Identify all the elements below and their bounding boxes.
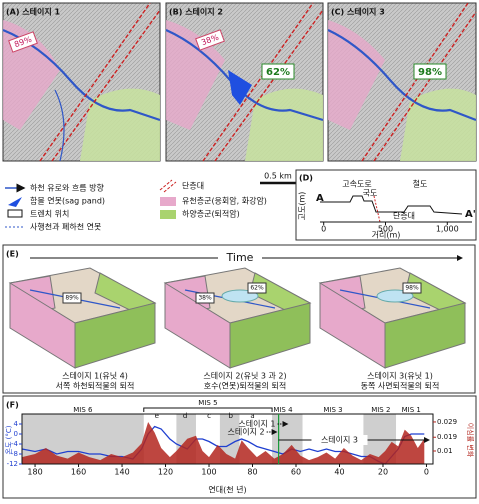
x-tick-label: 120 — [158, 468, 173, 477]
mis-sub-label: c — [207, 412, 211, 420]
mis-sub-label: e — [155, 412, 159, 420]
x-tick-label: 60 — [291, 468, 301, 477]
x-tick-label: 500 — [378, 225, 393, 234]
axis-title: 거리(m) — [372, 231, 401, 240]
profile-annotation: 단층대 — [393, 211, 415, 221]
legend-text: 함몰 연못(sag pand) — [30, 197, 105, 206]
mis5-bracket — [143, 407, 273, 412]
stage-label: 스테이지 3 — [321, 435, 358, 445]
percent-label: 62% — [266, 67, 290, 78]
y-tick-label: 0 — [14, 430, 18, 438]
block-caption: 호수(연못)퇴적물의 퇴적 — [204, 381, 286, 391]
block-caption: 스테이지 1(유닛 4) — [62, 371, 128, 381]
stage-label-bg — [311, 435, 368, 445]
x-tick-label: 0 — [424, 468, 429, 477]
map-a: (A) 스테이지 1 89% — [2, 2, 161, 162]
profile-end: A' — [465, 209, 476, 220]
stage-label: 스테이지 1 — [238, 419, 275, 429]
x-axis-title: 연대(천 년) — [208, 485, 246, 495]
y2-tick-label: 0.029 — [437, 418, 457, 426]
legend-text: 유천층군(응회암, 화강암) — [182, 196, 267, 206]
block-caption: 스테이지 3(유닛 1) — [367, 371, 433, 381]
map-b: (B) 스테이지 2 38% 62% — [165, 2, 324, 162]
legend: 하천 유로와 흐름 방향 함몰 연못(sag pand) 트렌치 위치 사행천과… — [5, 172, 296, 232]
y2-tick-label: 0.019 — [437, 433, 457, 441]
panel-label: (A) 스테이지 1 — [6, 7, 61, 17]
climate-panel: (F) MIS 6 MIS 4 MIS 3 MIS 2 MIS 1 MIS 5 e d c b a 1… — [2, 395, 477, 499]
block-side — [74, 302, 156, 369]
y-axis-title: 온도 (°C) — [5, 425, 13, 454]
mis-label: MIS 5 — [198, 399, 217, 407]
x-tick-label: 180 — [27, 468, 42, 477]
mis-label: MIS 3 — [323, 406, 342, 414]
x-tick-label: 160 — [71, 468, 86, 477]
y-tick-label: -12 — [7, 460, 18, 468]
scale-bar-label: 0.5 km — [264, 172, 292, 181]
block-side — [384, 302, 466, 369]
legend-text: 단층대 — [182, 181, 204, 191]
mis-label: MIS 2 — [371, 406, 390, 414]
y2-tick-label: 0.01 — [437, 447, 453, 455]
x-tick-label: 1,000 — [436, 225, 459, 234]
legend-text: 사행천과 폐하천 연못 — [30, 222, 101, 232]
profile-end: A — [316, 193, 324, 204]
y-tick-label: -8 — [11, 450, 18, 458]
map-c: (C) 스테이지 3 98% — [327, 2, 477, 162]
profile-panel: (D) 고도(m) A A' 고속도로 국도 철도 단층대 거리(m) 0 500… — [295, 169, 477, 241]
x-tick-label: 80 — [247, 468, 257, 477]
panel-label: (D) — [299, 174, 313, 183]
y-tick-label: -4 — [11, 440, 19, 448]
block-caption: 동쪽 사면퇴적물의 퇴적 — [361, 381, 440, 391]
panel-label: (C) 스테이지 3 — [331, 7, 385, 17]
percent-label: 98% — [405, 285, 419, 292]
mis-sub-label: b — [229, 412, 234, 420]
percent-label: 98% — [418, 67, 442, 78]
mis-label: MIS 1 — [402, 406, 421, 414]
x-tick-label: 140 — [114, 468, 129, 477]
mis-label: MIS 6 — [73, 406, 93, 414]
mis-sub-label: a — [250, 412, 254, 420]
y-tick-label: 4 — [14, 420, 19, 428]
y2-axis-title: 이심률 변화 — [466, 423, 475, 458]
block-side — [229, 302, 311, 369]
block-caption: 서쪽 하천퇴적물의 퇴적 — [56, 381, 135, 391]
x-tick-label: 40 — [334, 468, 344, 477]
legend-text: 하천 유로와 흐름 방향 — [30, 183, 105, 193]
legend-text: 트렌치 위치 — [30, 209, 69, 219]
panel-label: (F) — [6, 401, 19, 410]
percent-label: 38% — [198, 295, 212, 302]
panel-label: (E) — [6, 250, 19, 259]
plot-frame — [21, 413, 434, 465]
percent-label: 62% — [250, 285, 264, 292]
percent-box — [402, 282, 422, 294]
mis-label: MIS 4 — [273, 406, 293, 414]
profile-annotation: 고속도로 — [342, 180, 371, 189]
panel-label: (B) 스테이지 2 — [169, 7, 223, 17]
percent-box — [62, 292, 82, 304]
stage-label: 스테이지 2 — [228, 427, 265, 437]
x-tick-label: 0 — [321, 225, 326, 234]
profile-annotation: 철도 — [413, 179, 428, 189]
percent-label: 89% — [65, 295, 79, 302]
axis-title: 고도(m) — [298, 192, 307, 221]
block-caption: 스테이지 2(유닛 3 과 2) — [203, 371, 286, 381]
legend-text: 하양층군(퇴적암) — [182, 209, 240, 219]
x-tick-label: 20 — [378, 468, 388, 477]
profile-annotation: 국도 — [363, 189, 378, 198]
percent-box — [195, 292, 215, 304]
mis-sub-label: d — [183, 412, 187, 420]
glacial-band — [219, 414, 240, 464]
eccentricity-area — [22, 421, 425, 464]
block-diagrams: 89% 스테이지 1(유닛 4)서쪽 하천퇴적물의 퇴적 38% 62% 스테이지 2(… — [8, 267, 467, 391]
x-tick-label: 100 — [201, 468, 216, 477]
percent-box — [247, 282, 267, 294]
time-label: Time — [226, 251, 254, 264]
